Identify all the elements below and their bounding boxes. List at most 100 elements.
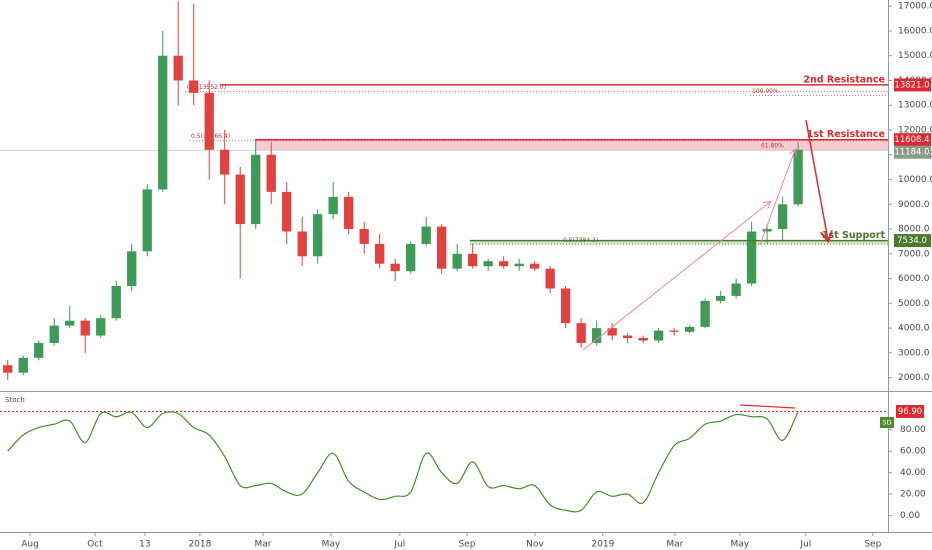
candle-body (390, 263, 400, 272)
y-tick-label: 40.00 (900, 468, 926, 478)
x-tick-label: May (731, 540, 750, 550)
arrow (805, 119, 828, 240)
candle-body (622, 335, 633, 338)
candle-body (127, 251, 137, 286)
divergence-line (739, 404, 796, 409)
y-tick-label: 10000.0 (898, 175, 932, 185)
y-tick-label: 80.00 (900, 425, 926, 435)
x-tick-label: Sep (864, 540, 881, 550)
candle-body (344, 196, 354, 230)
candle-body (96, 318, 106, 336)
candle-body (715, 295, 726, 301)
candle-body (468, 253, 478, 267)
y-tick-label: 0.00 (900, 511, 920, 521)
support-zone (470, 240, 888, 245)
candle-body (173, 55, 183, 81)
candle-body (328, 196, 338, 215)
candle-body (576, 323, 586, 343)
candle-body (142, 189, 152, 252)
y-tick-label: 13000.0 (898, 101, 932, 111)
candle-body (452, 253, 462, 269)
candle-body (437, 226, 447, 269)
x-tick-label: Sep (458, 540, 475, 550)
y-tick-label: 17000.0 (898, 2, 932, 12)
x-tick-label: Jul (393, 540, 405, 550)
candle-body (282, 191, 292, 232)
candle-body (483, 261, 493, 267)
candle-body (235, 174, 245, 225)
x-tick-label: 2019 (591, 540, 614, 550)
fib-label: 100.00% (752, 88, 779, 95)
candle-body (638, 338, 648, 341)
candle-body (700, 300, 710, 327)
level-tag (896, 404, 924, 418)
candle-body (607, 328, 617, 336)
candle-body (251, 154, 261, 225)
candle-body (499, 261, 509, 267)
candle-body (684, 326, 695, 332)
candle-body (793, 149, 803, 205)
candle-body (49, 325, 59, 343)
y-tick-label: 3000.0 (898, 348, 930, 358)
y-tick-label: 4000.0 (898, 324, 930, 334)
candle-body (34, 342, 44, 358)
candle-body (530, 263, 540, 269)
candle-body (731, 283, 741, 296)
candle-body (297, 231, 307, 257)
candle-body (762, 229, 772, 232)
candle-body (313, 214, 323, 257)
y-tick-label: 9000.0 (898, 200, 930, 210)
candle-body (746, 231, 757, 284)
level-tag (894, 234, 931, 248)
candle-body (158, 55, 168, 190)
candle-body (669, 330, 679, 332)
legend-tag (880, 417, 894, 428)
legend-label: SD (882, 419, 891, 427)
level-name: 2nd Resistance (803, 74, 885, 85)
x-tick-label: 13 (139, 540, 150, 550)
x-tick-label: Mar (666, 540, 683, 550)
level-value: 96.90 (898, 407, 922, 417)
candle-body (18, 357, 28, 373)
x-tick-label: May (322, 540, 341, 550)
candle-body (65, 320, 75, 326)
candle-body (80, 320, 90, 336)
last-price-value: 11184.0 (894, 148, 929, 158)
y-tick-label: 12000.0 (898, 126, 932, 136)
level-value: 11608.4 (894, 135, 929, 145)
y-tick-label: 7000.0 (898, 249, 930, 259)
candle-body (375, 243, 385, 264)
candle-body (266, 154, 276, 192)
candle-body (777, 204, 788, 230)
x-tick-label: Nov (526, 540, 544, 550)
fib-label: 0.5(13552.0) (187, 84, 226, 91)
level-value: 7534.0 (897, 236, 927, 246)
candle-body (421, 226, 431, 244)
x-tick-label: Oct (87, 540, 103, 550)
x-tick-label: 2018 (188, 540, 211, 550)
y-tick-label: 6000.0 (898, 274, 930, 284)
candle-body (204, 92, 214, 150)
x-tick-label: Jul (799, 540, 811, 550)
x-tick-label: Mar (254, 540, 271, 550)
candle-body (592, 328, 602, 343)
resistance-zone (255, 139, 888, 151)
y-tick-label: 5000.0 (898, 299, 930, 309)
candle-body (545, 268, 555, 289)
candle-body (514, 263, 524, 267)
indicator-title: Stoch (5, 396, 25, 404)
candle-body (220, 149, 230, 175)
level-name: 1st Support (822, 230, 886, 241)
candle-body (653, 330, 664, 341)
candle-body (359, 229, 369, 244)
y-tick-label: 20.00 (900, 490, 926, 500)
y-tick-label: 15000.0 (898, 51, 932, 61)
arrow (582, 202, 770, 351)
candle-body (406, 243, 416, 272)
y-tick-label: 16000.0 (898, 26, 932, 36)
fib-label: 61.80% (761, 143, 784, 150)
y-tick-label: 8000.0 (898, 225, 930, 235)
